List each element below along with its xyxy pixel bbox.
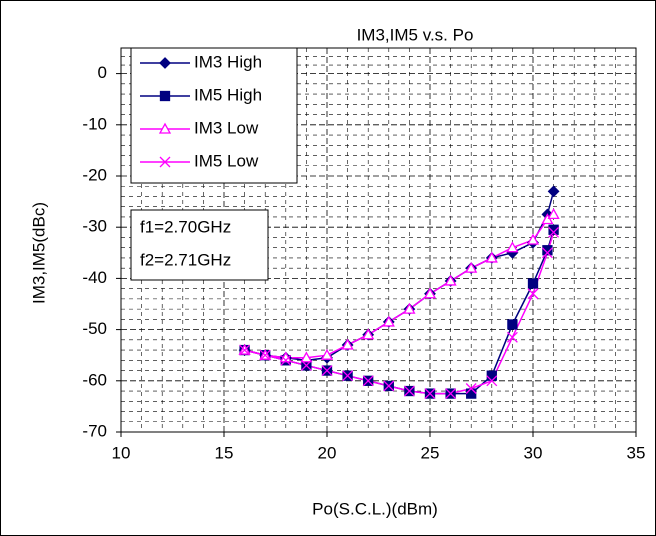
- marker: [542, 245, 553, 256]
- marker: [259, 349, 271, 361]
- marker: [445, 388, 457, 400]
- y-tick-label: -70: [82, 421, 107, 440]
- marker: [486, 375, 498, 387]
- y-axis-label: IM3,IM5(dBc): [29, 202, 48, 304]
- marker: [300, 351, 313, 363]
- legend-label: IM5 Low: [194, 151, 259, 170]
- marker: [423, 287, 437, 299]
- marker: [341, 338, 354, 350]
- marker: [424, 388, 436, 400]
- legend-label: IM3 Low: [194, 118, 259, 137]
- legend-box: [130, 47, 298, 184]
- annotation: f2=2.71GHz: [140, 250, 231, 269]
- y-tick-label: -50: [82, 319, 107, 338]
- marker: [382, 315, 395, 327]
- annotation: f1=2.70GHz: [140, 217, 231, 236]
- marker: [403, 385, 415, 397]
- annotation-box: [130, 209, 269, 281]
- marker: [541, 247, 553, 259]
- x-tick-label: 30: [524, 443, 543, 462]
- x-tick-label: 25: [421, 443, 440, 462]
- marker: [548, 224, 559, 235]
- marker: [300, 359, 312, 371]
- y-tick-label: 0: [98, 63, 107, 82]
- marker: [321, 365, 333, 377]
- marker: [342, 370, 354, 382]
- x-tick-label: 15: [215, 443, 234, 462]
- marker: [465, 261, 478, 273]
- legend-label: IM5 High: [194, 85, 262, 104]
- marker: [506, 331, 518, 343]
- x-tick-label: 35: [627, 443, 646, 462]
- legend-marker: [158, 122, 172, 134]
- x-tick-label: 20: [318, 443, 337, 462]
- marker: [527, 278, 539, 289]
- marker: [280, 354, 292, 366]
- marker: [526, 233, 540, 245]
- y-tick-label: -60: [82, 370, 107, 389]
- y-tick-label: -20: [82, 165, 107, 184]
- marker: [239, 344, 251, 356]
- marker: [485, 251, 498, 263]
- marker: [547, 208, 560, 220]
- marker: [506, 241, 519, 253]
- chart-title: IM3,IM5 v.s. Po: [357, 25, 474, 44]
- plot-area: [120, 47, 637, 433]
- marker: [362, 375, 374, 387]
- legend-marker: [159, 156, 171, 168]
- marker: [403, 302, 416, 314]
- legend-marker: [159, 90, 171, 102]
- y-tick-label: -30: [82, 217, 107, 236]
- marker: [527, 288, 539, 300]
- marker: [486, 370, 497, 381]
- marker: [362, 328, 375, 340]
- y-tick-label: -10: [82, 114, 107, 133]
- legend-label: IM3 High: [194, 52, 262, 71]
- marker: [547, 185, 560, 198]
- marker: [507, 319, 518, 330]
- x-tick-label: 10: [112, 443, 131, 462]
- legend-marker: [159, 57, 171, 69]
- marker: [465, 383, 477, 394]
- marker: [383, 380, 395, 392]
- marker: [548, 226, 560, 238]
- marker: [320, 348, 334, 360]
- x-axis-label: Po(S.C.L.)(dBm): [312, 499, 438, 518]
- marker: [466, 388, 477, 399]
- y-tick-label: -40: [82, 268, 107, 287]
- marker: [444, 274, 457, 286]
